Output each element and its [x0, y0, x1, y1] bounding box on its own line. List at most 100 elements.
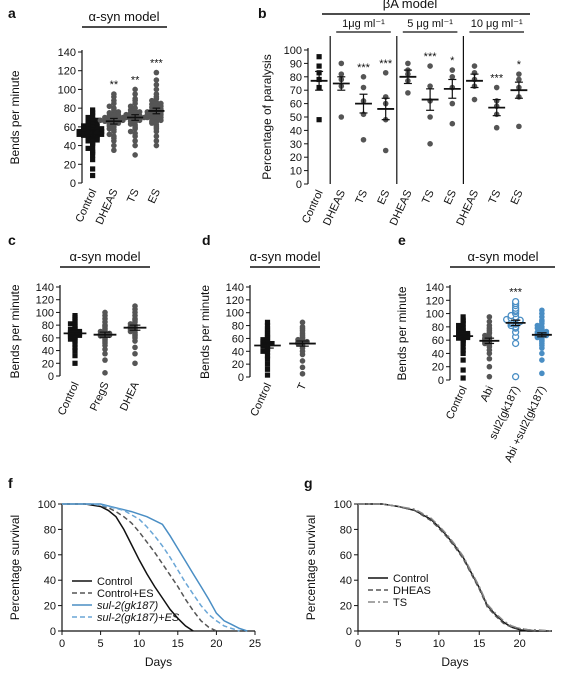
data-point-square: [90, 116, 96, 122]
data-point-square: [264, 319, 271, 325]
data-point-circle: [539, 307, 545, 314]
series-b-1: [332, 60, 350, 120]
y-tick-label: 10: [290, 166, 302, 178]
data-point-circle: [486, 355, 493, 362]
series-e-2: ***: [502, 287, 526, 381]
data-point-circle: [106, 131, 113, 138]
data-point-square: [67, 326, 74, 333]
data-point-square: [264, 372, 271, 378]
data-point-square: [316, 117, 322, 123]
data-point-square: [264, 366, 271, 372]
x-tick-label: 20: [514, 638, 526, 650]
data-point-square: [94, 129, 100, 136]
series-b-4: [399, 60, 417, 96]
y-tick-label: 0: [346, 626, 352, 638]
data-point-circle: [534, 322, 541, 329]
y-tick-label: 20: [42, 358, 54, 370]
x-category-label: T: [295, 381, 309, 392]
panel-g: g 0 20 40 60 80 100 0 5 10 15 20 Days Percentage surv…: [304, 475, 553, 669]
data-point-circle: [111, 147, 117, 154]
y-tick-label: 20: [290, 152, 302, 164]
y-tick-label: 20: [44, 601, 56, 613]
x-tick-label: 20: [210, 638, 222, 650]
panel-title: α-syn model: [249, 249, 320, 264]
data-point-circle: [539, 350, 545, 357]
data-point-circle: [115, 109, 122, 115]
data-point-circle: [534, 329, 541, 335]
survival-curve-3: [62, 503, 240, 632]
data-point-circle: [132, 360, 138, 367]
data-point-circle: [132, 138, 138, 144]
y-tick-label: 100: [426, 309, 444, 321]
y-tick-label: 80: [64, 103, 76, 115]
data-point-square: [72, 341, 78, 347]
survival-curve-2: [62, 503, 248, 632]
data-point-circle: [338, 114, 345, 120]
series-a-0: [76, 107, 105, 179]
data-point-square: [264, 361, 271, 367]
panel-title: α-syn model: [467, 249, 538, 264]
data-point-square: [90, 172, 96, 179]
survival-curve-0: [62, 503, 194, 632]
panel-label: f: [8, 475, 13, 491]
data-point-circle: [153, 133, 160, 140]
data-point-square: [316, 54, 322, 60]
data-point-square: [269, 340, 275, 347]
data-point-circle: [405, 60, 411, 67]
y-tick-label: 120: [226, 295, 244, 307]
data-point-circle: [338, 60, 345, 67]
y-tick-label: 40: [64, 141, 76, 153]
data-point-square: [264, 326, 271, 332]
data-point-circle: [493, 84, 500, 91]
data-point-square: [76, 131, 82, 137]
y-tick-label: 0: [70, 178, 76, 190]
significance-marker: **: [110, 79, 119, 91]
y-tick-label: 100: [58, 84, 76, 96]
data-point-circle: [382, 147, 389, 154]
legend-label: sul-2(gk187): [97, 600, 158, 612]
data-point-square: [260, 337, 266, 343]
significance-marker: ***: [379, 58, 393, 70]
y-tick-label: 80: [42, 320, 54, 332]
data-point-square: [99, 131, 105, 137]
data-point-circle: [427, 141, 433, 147]
y-tick-label: 60: [290, 99, 302, 111]
y-tick-label: 120: [426, 295, 444, 307]
data-point-square: [94, 120, 100, 126]
data-point-circle: [123, 111, 129, 118]
series-d-0: [254, 319, 281, 378]
data-point-circle: [299, 358, 306, 364]
y-tick-label: 20: [432, 362, 444, 374]
x-category-label: Abi: [478, 384, 496, 403]
data-point-circle: [102, 114, 108, 121]
data-point-circle: [153, 69, 160, 76]
data-point-square: [72, 360, 78, 366]
concentration-label: 5 μg ml⁻¹: [407, 18, 453, 30]
series-b-2: ***: [355, 62, 372, 143]
data-point-square: [85, 114, 91, 121]
y-axis-title: Bends per minute: [8, 70, 22, 164]
data-point-square: [90, 122, 96, 128]
data-point-square: [81, 123, 87, 129]
data-point-circle: [449, 74, 456, 80]
x-tick-label: 5: [395, 638, 401, 650]
series-a-1: **: [97, 79, 126, 154]
data-point-circle: [153, 77, 160, 83]
x-axis-title: Days: [441, 655, 468, 669]
data-point-square: [90, 166, 96, 172]
data-point-circle: [111, 142, 117, 149]
data-point-square: [76, 128, 82, 135]
data-point-square: [460, 317, 466, 323]
data-point-square: [460, 375, 466, 381]
x-category-label: ES: [375, 188, 392, 206]
data-point-circle: [539, 370, 545, 377]
significance-marker: ***: [424, 51, 438, 63]
significance-marker: *: [517, 59, 522, 71]
data-point-square: [90, 136, 96, 142]
data-point-circle: [132, 130, 138, 137]
data-point-circle: [486, 318, 493, 325]
significance-marker: ***: [509, 287, 523, 299]
y-axis-title: Bends per minute: [395, 286, 409, 380]
y-tick-label: 0: [238, 372, 244, 384]
